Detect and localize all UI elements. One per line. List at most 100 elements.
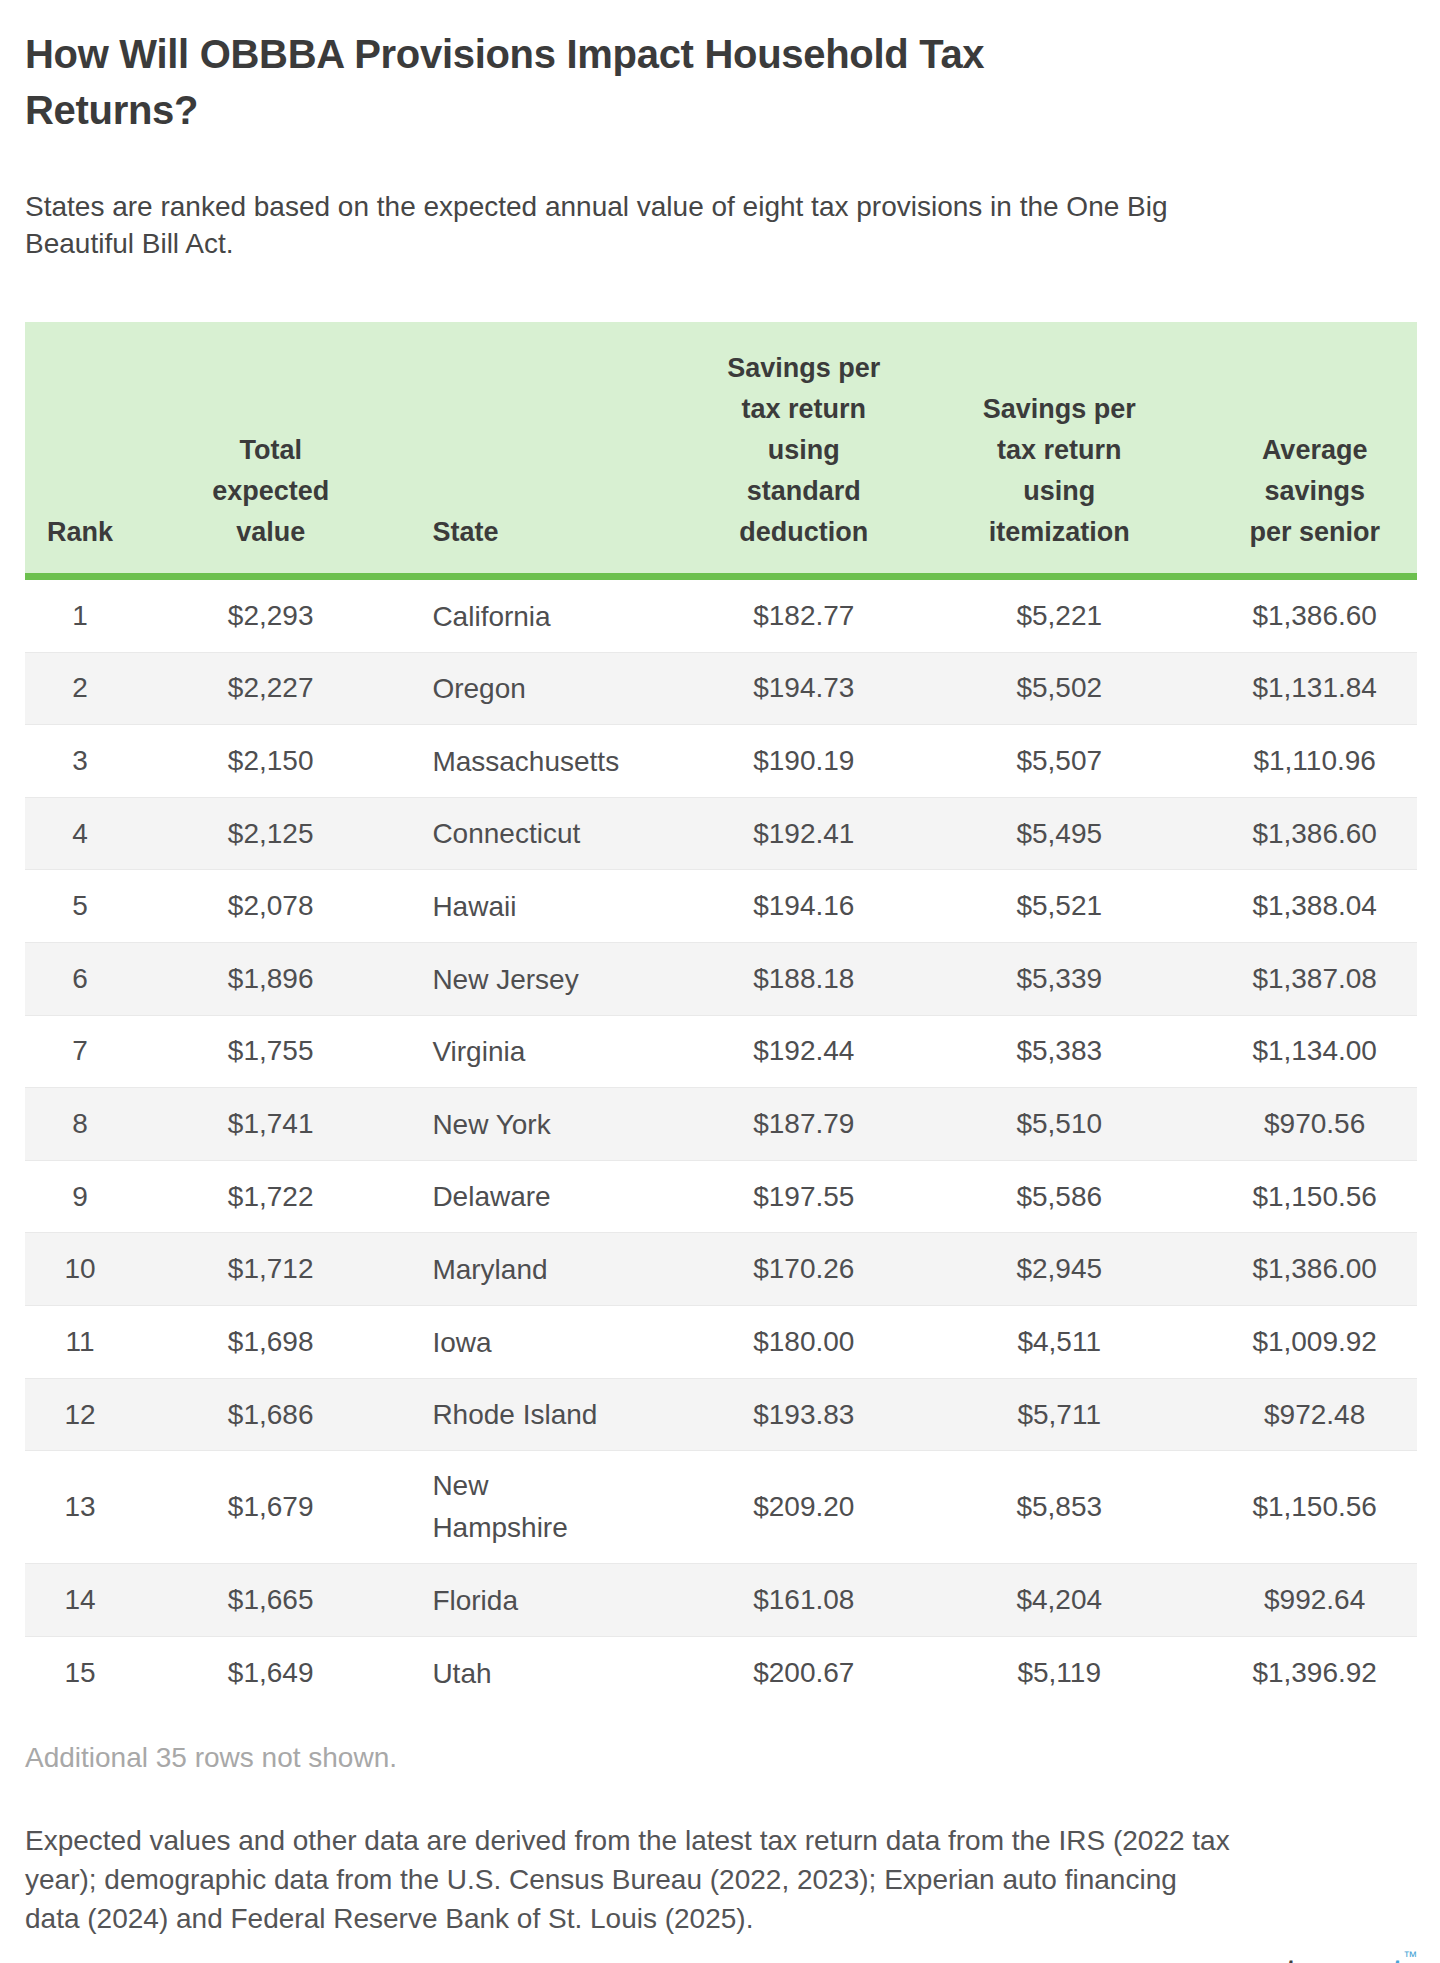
table-row: 8 $1,741 New York $187.79 $5,510 $970.56 — [25, 1088, 1417, 1161]
cell-rank: 6 — [25, 943, 135, 1016]
cell-total-expected-value: $2,125 — [135, 797, 406, 870]
state-name: Rhode Island — [432, 1394, 597, 1436]
methodology-note: Expected values and other data are deriv… — [25, 1821, 1235, 1938]
cell-state: Hawaii — [406, 870, 701, 943]
cell-savings-standard-deduction: $193.83 — [701, 1378, 906, 1451]
page-subtitle: States are ranked based on the expected … — [25, 188, 1210, 262]
cell-savings-standard-deduction: $188.18 — [701, 943, 906, 1016]
table-body: 1 $2,293 California $182.77 $5,221 $1,38… — [25, 577, 1417, 1709]
cell-savings-itemization: $5,339 — [906, 943, 1212, 1016]
col-header-savings-standard-deduction: Savings per tax return using standard de… — [701, 322, 906, 577]
cell-rank: 11 — [25, 1306, 135, 1379]
cell-rank: 1 — [25, 577, 135, 653]
cell-average-savings-per-senior: $992.64 — [1212, 1564, 1417, 1637]
cell-savings-itemization: $4,204 — [906, 1564, 1212, 1637]
cell-rank: 14 — [25, 1564, 135, 1637]
cell-state: Oregon — [406, 652, 701, 725]
cell-rank: 2 — [25, 652, 135, 725]
logo-asset: asset — [1297, 1948, 1403, 1963]
table-header-row: Rank Total expected value State Savings … — [25, 322, 1417, 577]
cell-total-expected-value: $1,686 — [135, 1378, 406, 1451]
cell-total-expected-value: $1,722 — [135, 1160, 406, 1233]
table-row: 5 $2,078 Hawaii $194.16 $5,521 $1,388.04 — [25, 870, 1417, 943]
table-row: 12 $1,686 Rhode Island $193.83 $5,711 $9… — [25, 1378, 1417, 1451]
col-header-state: State — [406, 322, 701, 577]
cell-savings-standard-deduction: $209.20 — [701, 1451, 906, 1564]
cell-average-savings-per-senior: $1,134.00 — [1212, 1015, 1417, 1088]
cell-savings-standard-deduction: $180.00 — [701, 1306, 906, 1379]
cell-savings-itemization: $5,711 — [906, 1378, 1212, 1451]
cell-rank: 10 — [25, 1233, 135, 1306]
cell-average-savings-per-senior: $1,388.04 — [1212, 870, 1417, 943]
cell-rank: 5 — [25, 870, 135, 943]
cell-savings-itemization: $2,945 — [906, 1233, 1212, 1306]
cell-total-expected-value: $2,227 — [135, 652, 406, 725]
cell-total-expected-value: $1,896 — [135, 943, 406, 1016]
cell-rank: 15 — [25, 1636, 135, 1708]
table-row: 15 $1,649 Utah $200.67 $5,119 $1,396.92 — [25, 1636, 1417, 1708]
cell-average-savings-per-senior: $1,396.92 — [1212, 1636, 1417, 1708]
cell-savings-itemization: $5,586 — [906, 1160, 1212, 1233]
cell-total-expected-value: $1,741 — [135, 1088, 406, 1161]
state-name: New Jersey — [432, 959, 578, 1001]
table-header: Rank Total expected value State Savings … — [25, 322, 1417, 577]
cell-average-savings-per-senior: $1,150.56 — [1212, 1451, 1417, 1564]
cell-savings-standard-deduction: $194.16 — [701, 870, 906, 943]
table-row: 1 $2,293 California $182.77 $5,221 $1,38… — [25, 577, 1417, 653]
cell-savings-itemization: $5,853 — [906, 1451, 1212, 1564]
cell-rank: 3 — [25, 725, 135, 798]
cell-savings-itemization: $5,507 — [906, 725, 1212, 798]
cell-total-expected-value: $1,679 — [135, 1451, 406, 1564]
state-name: New Hampshire — [432, 1465, 624, 1549]
logo-trademark-icon: ™ — [1403, 1948, 1417, 1963]
cell-total-expected-value: $2,078 — [135, 870, 406, 943]
cell-average-savings-per-senior: $1,131.84 — [1212, 652, 1417, 725]
table-row: 10 $1,712 Maryland $170.26 $2,945 $1,386… — [25, 1233, 1417, 1306]
table-row: 11 $1,698 Iowa $180.00 $4,511 $1,009.92 — [25, 1306, 1417, 1379]
cell-savings-itemization: $5,521 — [906, 870, 1212, 943]
cell-savings-standard-deduction: $190.19 — [701, 725, 906, 798]
cell-savings-standard-deduction: $161.08 — [701, 1564, 906, 1637]
cell-state: Florida — [406, 1564, 701, 1637]
cell-state: Massachusetts — [406, 725, 701, 798]
table-row: 6 $1,896 New Jersey $188.18 $5,339 $1,38… — [25, 943, 1417, 1016]
bottom-bar: Source: SmartAsset 2025 Study smartasset… — [25, 1946, 1417, 1963]
cell-average-savings-per-senior: $1,387.08 — [1212, 943, 1417, 1016]
state-name: Delaware — [432, 1176, 550, 1218]
cell-savings-itemization: $5,510 — [906, 1088, 1212, 1161]
rows-not-shown-note: Additional 35 rows not shown. — [25, 1737, 1417, 1779]
cell-savings-standard-deduction: $197.55 — [701, 1160, 906, 1233]
col-header-total-expected-value: Total expected value — [135, 322, 406, 577]
cell-savings-standard-deduction: $200.67 — [701, 1636, 906, 1708]
cell-total-expected-value: $1,755 — [135, 1015, 406, 1088]
cell-state: Virginia — [406, 1015, 701, 1088]
state-name: Maryland — [432, 1249, 547, 1291]
cell-total-expected-value: $2,150 — [135, 725, 406, 798]
table-row: 4 $2,125 Connecticut $192.41 $5,495 $1,3… — [25, 797, 1417, 870]
cell-average-savings-per-senior: $1,150.56 — [1212, 1160, 1417, 1233]
cell-savings-itemization: $5,502 — [906, 652, 1212, 725]
cell-savings-standard-deduction: $182.77 — [701, 577, 906, 653]
cell-average-savings-per-senior: $1,386.60 — [1212, 797, 1417, 870]
cell-state: Connecticut — [406, 797, 701, 870]
cell-state: Rhode Island — [406, 1378, 701, 1451]
col-header-savings-itemization: Savings per tax return using itemization — [906, 322, 1212, 577]
state-name: Hawaii — [432, 886, 516, 928]
cell-rank: 7 — [25, 1015, 135, 1088]
table-row: 13 $1,679 New Hampshire $209.20 $5,853 $… — [25, 1451, 1417, 1564]
page-title: How Will OBBBA Provisions Impact Househo… — [25, 26, 1095, 138]
state-name: Utah — [432, 1653, 491, 1695]
cell-total-expected-value: $1,649 — [135, 1636, 406, 1708]
table-row: 9 $1,722 Delaware $197.55 $5,586 $1,150.… — [25, 1160, 1417, 1233]
cell-savings-standard-deduction: $194.73 — [701, 652, 906, 725]
cell-savings-standard-deduction: $192.41 — [701, 797, 906, 870]
rankings-table: Rank Total expected value State Savings … — [25, 322, 1417, 1709]
state-name: California — [432, 596, 550, 638]
cell-savings-standard-deduction: $192.44 — [701, 1015, 906, 1088]
cell-state: Maryland — [406, 1233, 701, 1306]
cell-average-savings-per-senior: $970.56 — [1212, 1088, 1417, 1161]
cell-state: New Hampshire — [406, 1451, 701, 1564]
cell-rank: 4 — [25, 797, 135, 870]
logo-smart: smart — [1185, 1948, 1297, 1963]
cell-state: California — [406, 577, 701, 653]
